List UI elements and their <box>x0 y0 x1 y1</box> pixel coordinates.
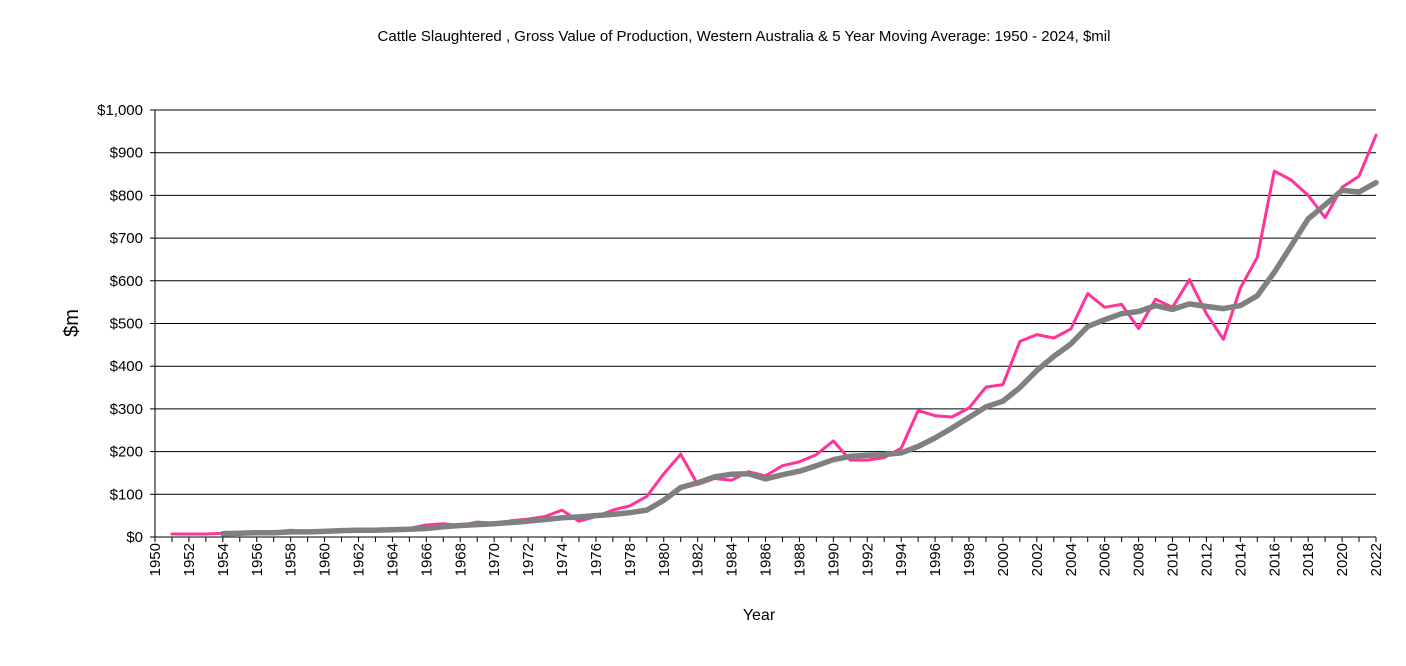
x-tick-label: 1974 <box>554 543 571 576</box>
x-tick-label: 1988 <box>791 543 808 576</box>
x-tick-label: 2022 <box>1368 543 1385 576</box>
x-tick-label: 2002 <box>1029 543 1046 576</box>
y-axis-title: $m <box>61 309 83 337</box>
x-axis-title: Year <box>743 607 776 624</box>
series-lines <box>170 133 1379 537</box>
x-tick-label: 1992 <box>859 543 876 576</box>
y-tick-label: $100 <box>110 486 143 503</box>
x-tick-label: 1998 <box>961 543 978 576</box>
y-tick-label: $200 <box>110 444 143 461</box>
x-tick-label: 2014 <box>1232 543 1249 576</box>
x-tick-label: 1960 <box>317 543 334 576</box>
chart-title: Cattle Slaughtered , Gross Value of Prod… <box>377 28 1111 45</box>
x-tick-label: 1980 <box>656 543 673 576</box>
x-tick-label: 1990 <box>825 543 842 576</box>
y-tick-label: $400 <box>110 358 143 375</box>
x-tick-label: 2012 <box>1198 543 1215 576</box>
x-tick-label: 1962 <box>351 543 368 576</box>
y-tick-label: $500 <box>110 316 143 333</box>
x-tick-label: 1976 <box>588 543 605 576</box>
tick-labels: $0 $100 $200 $300 $400 $500 $600 $700 $800 $900 $1… <box>97 102 1385 576</box>
x-tick-label: 1982 <box>690 543 707 576</box>
x-tick-label: 1994 <box>893 543 910 576</box>
x-tick-label: 1978 <box>622 543 639 576</box>
x-tick-label: 1966 <box>418 543 435 576</box>
y-tick-label: $900 <box>110 145 143 162</box>
x-tick-label: 1986 <box>758 543 775 576</box>
x-tick-label: 1984 <box>724 543 741 576</box>
x-tick-label: 2016 <box>1266 543 1283 576</box>
x-tick-label: 1970 <box>486 543 503 576</box>
y-tick-label: $800 <box>110 187 143 204</box>
x-tick-label: 1958 <box>283 543 300 576</box>
y-tick-label: $700 <box>110 230 143 247</box>
x-tick-label: 1952 <box>181 543 198 576</box>
x-tick-label: 1972 <box>520 543 537 576</box>
x-tick-label: 2000 <box>995 543 1012 576</box>
x-tick-label: 1956 <box>249 543 266 576</box>
series-line-moving-average <box>220 179 1379 537</box>
y-tick-label: $1,000 <box>97 102 143 119</box>
y-tick-label: $0 <box>126 529 143 546</box>
x-tick-label: 1950 <box>147 543 164 576</box>
x-tick-label: 1968 <box>452 543 469 576</box>
x-tick-label: 2018 <box>1300 543 1317 576</box>
x-tick-label: 2020 <box>1334 543 1351 576</box>
gridlines <box>155 109 1376 495</box>
x-tick-label: 1964 <box>384 543 401 576</box>
y-tick-label: $300 <box>110 401 143 418</box>
x-tick-label: 2006 <box>1097 543 1114 576</box>
x-tick-label: 2004 <box>1063 543 1080 576</box>
y-tick-label: $600 <box>110 273 143 290</box>
x-tick-label: 2010 <box>1165 543 1182 576</box>
axes <box>150 109 1377 542</box>
x-tick-label: 1954 <box>215 543 232 576</box>
x-tick-label: 2008 <box>1131 543 1148 576</box>
x-tick-label: 1996 <box>927 543 944 576</box>
